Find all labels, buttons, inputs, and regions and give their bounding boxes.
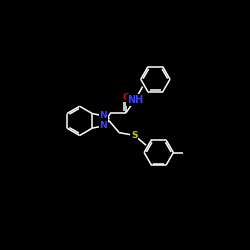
Text: O: O bbox=[122, 93, 130, 102]
Text: N: N bbox=[99, 121, 107, 130]
Text: N: N bbox=[99, 111, 107, 120]
Text: NH: NH bbox=[127, 95, 143, 105]
Text: S: S bbox=[131, 131, 138, 140]
